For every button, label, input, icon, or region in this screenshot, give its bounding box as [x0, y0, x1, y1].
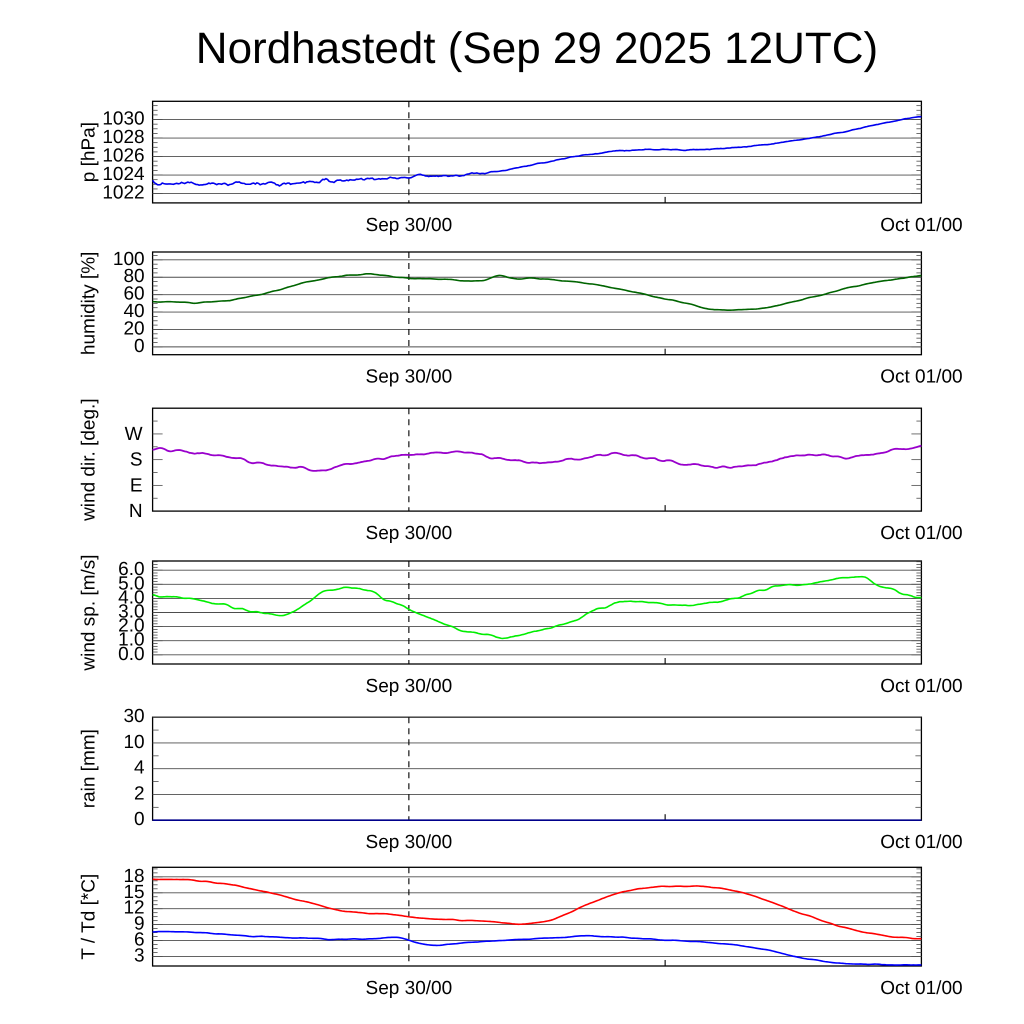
- svg-text:2: 2: [134, 783, 145, 804]
- svg-text:W: W: [125, 424, 143, 445]
- svg-text:E: E: [130, 475, 143, 496]
- svg-text:Sep 30/00: Sep 30/00: [366, 523, 453, 544]
- svg-text:10: 10: [123, 732, 144, 753]
- svg-text:humidity [%]: humidity [%]: [79, 252, 100, 355]
- svg-text:Sep 30/00: Sep 30/00: [366, 832, 453, 853]
- svg-text:Sep 30/00: Sep 30/00: [366, 367, 453, 388]
- svg-text:rain [mm]: rain [mm]: [79, 729, 100, 808]
- svg-text:1024: 1024: [102, 164, 145, 185]
- svg-text:Sep 30/00: Sep 30/00: [366, 215, 453, 236]
- svg-text:18: 18: [123, 866, 144, 887]
- svg-text:Oct 01/00: Oct 01/00: [880, 978, 962, 999]
- svg-text:S: S: [130, 450, 143, 471]
- svg-text:1030: 1030: [102, 109, 144, 130]
- svg-text:Sep 30/00: Sep 30/00: [366, 978, 453, 999]
- svg-text:1026: 1026: [102, 146, 144, 167]
- svg-text:Sep 30/00: Sep 30/00: [366, 676, 453, 697]
- svg-text:Nordhastedt (Sep 29 2025 12UTC: Nordhastedt (Sep 29 2025 12UTC): [196, 24, 878, 73]
- svg-text:Oct 01/00: Oct 01/00: [880, 676, 962, 697]
- svg-text:Oct 01/00: Oct 01/00: [880, 367, 962, 388]
- svg-text:Oct 01/00: Oct 01/00: [880, 832, 962, 853]
- svg-text:T / Td [*C]: T / Td [*C]: [79, 874, 100, 960]
- svg-text:1022: 1022: [102, 183, 144, 204]
- svg-text:100: 100: [113, 249, 145, 270]
- svg-text:wind sp. [m/s]: wind sp. [m/s]: [79, 554, 100, 671]
- svg-text:4: 4: [134, 758, 145, 779]
- svg-text:30: 30: [123, 706, 144, 727]
- svg-text:0: 0: [134, 809, 145, 830]
- svg-text:p [hPa]: p [hPa]: [79, 122, 100, 182]
- svg-text:6.0: 6.0: [118, 559, 144, 580]
- svg-text:N: N: [129, 501, 143, 522]
- svg-text:1028: 1028: [102, 127, 144, 148]
- svg-text:wind dir. [deg.]: wind dir. [deg.]: [79, 398, 100, 522]
- svg-text:Oct 01/00: Oct 01/00: [880, 523, 962, 544]
- svg-text:Oct 01/00: Oct 01/00: [880, 215, 962, 236]
